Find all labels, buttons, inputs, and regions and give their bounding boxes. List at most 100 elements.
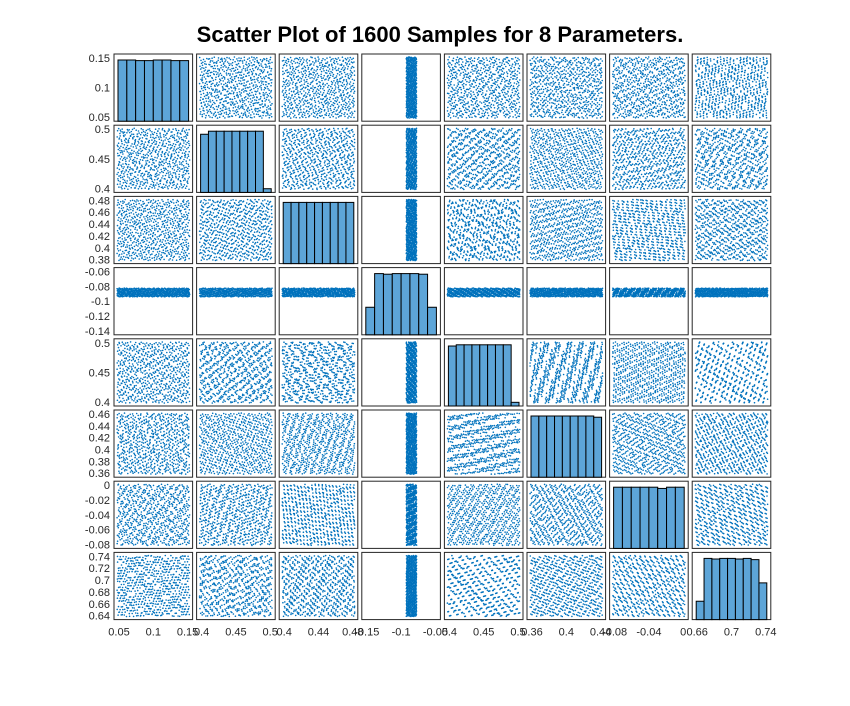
data-point — [411, 99, 413, 102]
data-point — [655, 112, 657, 114]
data-point — [699, 115, 702, 118]
data-point — [244, 103, 246, 105]
data-point — [312, 89, 315, 91]
data-point — [701, 103, 703, 106]
data-point — [657, 73, 660, 75]
data-point — [552, 65, 554, 68]
data-point — [299, 117, 301, 119]
data-point — [740, 70, 743, 73]
data-point — [490, 106, 493, 109]
data-point — [498, 58, 500, 61]
data-point — [230, 76, 233, 78]
data-point — [582, 70, 585, 73]
data-point — [745, 80, 747, 82]
data-point — [742, 63, 745, 66]
data-point — [487, 69, 490, 72]
data-point — [137, 152, 140, 155]
data-point — [237, 96, 239, 99]
data-point — [704, 67, 707, 70]
data-point — [299, 101, 302, 103]
data-point — [642, 82, 645, 85]
data-point — [265, 81, 268, 83]
data-point — [447, 58, 449, 61]
histogram-bar — [170, 60, 181, 122]
data-point — [446, 110, 449, 112]
data-point — [570, 59, 572, 62]
data-point — [761, 68, 763, 71]
data-point — [258, 64, 261, 67]
data-point — [729, 87, 732, 90]
data-point — [536, 82, 538, 84]
data-point — [583, 61, 585, 64]
data-point — [660, 109, 663, 111]
data-point — [576, 73, 578, 75]
data-point — [628, 112, 631, 115]
data-point — [751, 116, 754, 118]
data-point — [215, 62, 218, 64]
data-point — [677, 106, 679, 108]
data-point — [457, 83, 460, 86]
data-point — [588, 96, 590, 98]
data-point — [465, 73, 468, 76]
data-point — [497, 96, 499, 99]
data-point — [315, 61, 317, 63]
data-point — [448, 70, 451, 73]
data-point — [513, 66, 515, 69]
data-point — [222, 100, 225, 103]
data-point — [679, 72, 682, 74]
data-point — [702, 114, 705, 117]
data-point — [406, 64, 408, 67]
data-point — [583, 71, 586, 73]
data-point — [599, 97, 601, 100]
data-point — [649, 91, 652, 93]
data-point — [672, 87, 674, 89]
data-point — [243, 82, 245, 84]
data-point — [232, 67, 235, 70]
data-point — [727, 76, 729, 78]
data-point — [242, 114, 244, 116]
data-point — [412, 80, 415, 83]
data-point — [572, 98, 575, 101]
data-point — [296, 86, 299, 88]
data-point — [561, 70, 564, 72]
data-point — [653, 63, 656, 66]
data-point — [679, 61, 681, 63]
data-point — [479, 69, 482, 72]
data-point — [541, 69, 544, 72]
data-point — [650, 88, 652, 91]
data-point — [230, 87, 233, 89]
data-point — [669, 115, 672, 117]
data-point — [544, 102, 547, 104]
data-point — [507, 91, 509, 93]
data-point — [649, 59, 652, 62]
data-point — [556, 70, 559, 73]
data-point — [556, 100, 558, 102]
data-point — [235, 111, 238, 114]
data-point — [622, 75, 624, 78]
data-point — [453, 89, 455, 91]
data-point — [218, 69, 221, 72]
data-point — [412, 60, 414, 62]
data-point — [329, 105, 332, 108]
data-point — [415, 72, 417, 74]
data-point — [330, 70, 332, 73]
data-point — [722, 81, 724, 84]
data-point — [205, 106, 208, 108]
data-point — [144, 164, 147, 166]
data-point — [681, 79, 683, 81]
data-point — [500, 100, 502, 103]
data-point — [315, 90, 318, 92]
data-point — [407, 85, 409, 88]
data-point — [410, 61, 412, 63]
data-point — [226, 90, 228, 93]
data-point — [723, 89, 726, 92]
data-point — [122, 163, 124, 165]
data-point — [557, 61, 559, 63]
data-point — [344, 101, 347, 104]
data-point — [665, 117, 667, 119]
data-point — [644, 81, 647, 83]
data-point — [509, 73, 512, 76]
data-point — [728, 64, 730, 66]
data-point — [647, 80, 649, 82]
data-point — [269, 95, 272, 98]
